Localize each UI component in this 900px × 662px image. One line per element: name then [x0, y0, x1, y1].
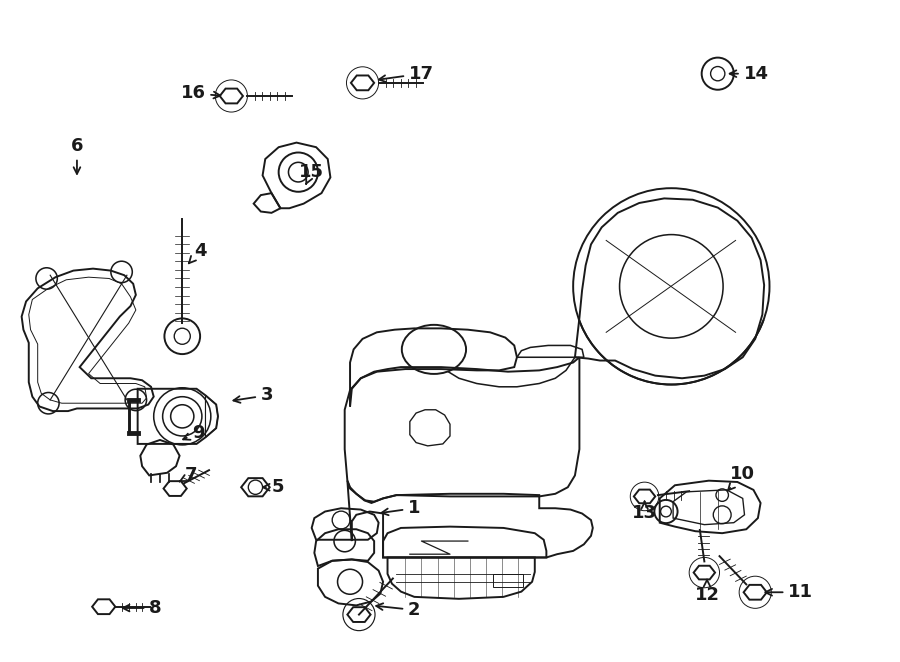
Text: 3: 3	[233, 387, 274, 404]
Text: 17: 17	[379, 65, 434, 83]
Text: 8: 8	[122, 599, 162, 617]
Text: 6: 6	[71, 137, 83, 174]
Text: 2: 2	[376, 601, 420, 619]
Text: 11: 11	[765, 583, 814, 601]
Text: 1: 1	[382, 499, 420, 517]
Text: 16: 16	[181, 84, 220, 103]
Text: 9: 9	[183, 424, 204, 442]
Text: 4: 4	[189, 242, 206, 263]
Text: 5: 5	[263, 478, 284, 496]
Text: 10: 10	[728, 465, 755, 491]
Text: 13: 13	[632, 502, 657, 522]
Text: 12: 12	[695, 580, 719, 604]
Text: 7: 7	[179, 467, 197, 485]
Text: 15: 15	[299, 163, 324, 184]
Text: 14: 14	[730, 65, 769, 83]
